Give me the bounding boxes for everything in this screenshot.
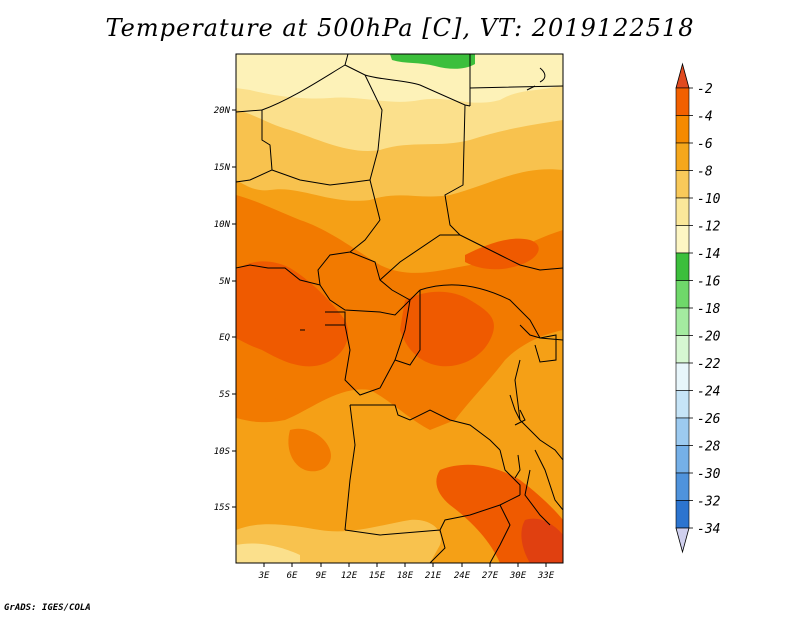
filled-contours: [236, 54, 563, 563]
contour-band-minus14: [390, 54, 475, 69]
lon-axis: 3E 6E 9E 12E 15E 18E 21E 24E 27E 30E 33E: [258, 563, 555, 581]
lat-tick-label: 15S: [214, 503, 231, 513]
lat-tick-label: 10N: [214, 220, 231, 230]
lat-tick-label: 5S: [219, 390, 230, 400]
colorbar-segment: [675, 472, 690, 501]
colorbar-label: -34: [697, 522, 720, 537]
colorbar-label: -2: [697, 82, 713, 97]
colorbar-segment: [675, 197, 690, 226]
colorbar-label: -32: [697, 495, 721, 510]
contour-hot-sw2: [250, 394, 290, 417]
contour-hottest: [521, 518, 563, 563]
contour-hot-gulf: [236, 261, 349, 367]
colorbar-segment: [675, 170, 690, 199]
colorbar-label: -12: [697, 220, 721, 235]
contour-hot-congo: [400, 291, 494, 367]
colorbar-segment: [675, 115, 690, 144]
colorbar: -2 -4 -6 -8 -10 -12 -14 -16 -18 -20 -22 -24 -26 -28 -3…: [675, 62, 721, 554]
colorbar-segment: [675, 362, 690, 391]
colorbar-label: -18: [697, 302, 721, 317]
colorbar-label: -22: [697, 357, 721, 372]
lat-tick-label: 20N: [214, 106, 231, 116]
lat-tick-label: 5N: [219, 277, 230, 287]
colorbar-label: -20: [697, 330, 721, 345]
colorbar-segment: [675, 445, 690, 474]
colorbar-segment: [675, 252, 690, 281]
colorbar-segment: [675, 142, 690, 171]
colorbar-label: -14: [697, 247, 720, 262]
footer-credit: GrADS: IGES/COLA: [4, 603, 91, 613]
colorbar-label: -6: [697, 137, 713, 152]
colorbar-top-arrow: [675, 62, 690, 89]
contour-band-minus12: [236, 54, 563, 103]
colorbar-segment: [675, 417, 690, 446]
map-frame: [235, 53, 564, 564]
lon-tick-label: 21E: [425, 571, 442, 581]
lat-tick-label: 10S: [214, 447, 231, 457]
colorbar-segment: [675, 280, 690, 309]
lon-tick-label: 12E: [341, 571, 358, 581]
lon-tick-label: 33E: [537, 571, 555, 581]
colorbar-label: -28: [697, 440, 721, 455]
colorbar-label: -16: [697, 275, 721, 290]
colorbar-segment: [675, 87, 690, 116]
contour-hot-sw: [288, 428, 331, 472]
lon-tick-label: 30E: [509, 571, 527, 581]
colorbar-segment: [675, 500, 690, 529]
colorbar-label: -24: [697, 385, 720, 400]
lon-tick-label: 6E: [287, 571, 298, 581]
lon-tick-label: 3E: [258, 571, 270, 581]
country-borders: [236, 54, 563, 563]
colorbar-segment: [675, 390, 690, 419]
lat-axis: 20N 15N 10N 5N EQ 5S 10S 15S: [214, 106, 236, 513]
colorbar-label: -10: [697, 192, 721, 207]
contour-south-cool2: [236, 543, 300, 563]
colorbar-label: -26: [697, 412, 721, 427]
lon-tick-label: 24E: [454, 571, 471, 581]
colorbar-label: -4: [697, 110, 713, 125]
lon-tick-label: 27E: [482, 571, 499, 581]
contour-hot-east: [465, 238, 539, 270]
chart-title: Temperature at 500hPa [C], VT: 201912251…: [105, 14, 695, 42]
colorbar-bottom-arrow: [675, 527, 690, 554]
colorbar-segment: [675, 335, 690, 364]
colorbar-segment: [675, 225, 690, 254]
lat-tick-label: EQ: [219, 333, 230, 343]
lon-tick-label: 9E: [316, 571, 327, 581]
lon-tick-label: 18E: [397, 571, 414, 581]
lon-tick-label: 15E: [369, 571, 386, 581]
lat-tick-label: 15N: [214, 163, 231, 173]
contour-warm-west: [236, 195, 563, 430]
colorbar-segment: [675, 307, 690, 336]
colorbar-label: -8: [697, 165, 713, 180]
colorbar-label: -30: [697, 467, 721, 482]
